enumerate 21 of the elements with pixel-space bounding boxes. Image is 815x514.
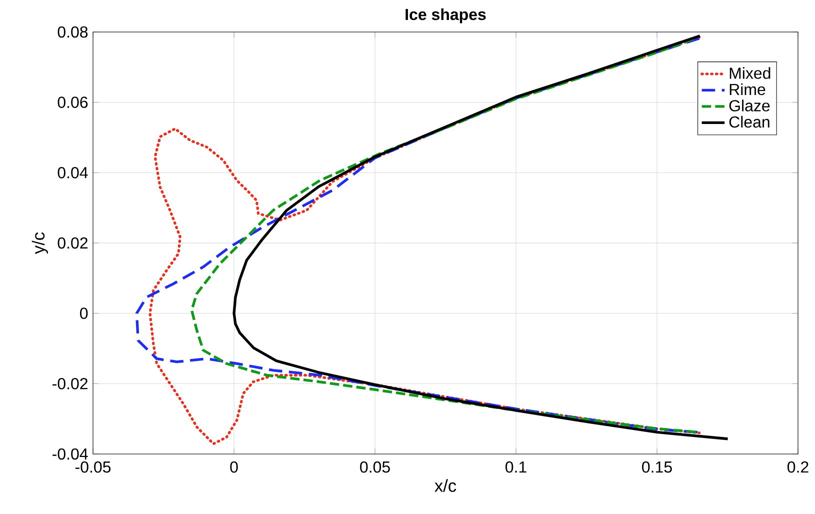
legend-label: Clean: [729, 116, 770, 128]
y-tick-label: 0.04: [58, 167, 88, 178]
x-tick-label: 0.05: [360, 461, 390, 473]
x-tick-label: 0.15: [642, 461, 672, 473]
y-tick-label: 0.08: [58, 26, 88, 38]
legend-label: Rime: [730, 83, 766, 96]
y-tick-label: -0.02: [52, 378, 88, 390]
chart-title: Ice shapes: [406, 8, 486, 24]
y-tick-label: -0.04: [52, 448, 88, 460]
x-tick-label: 0.1: [506, 461, 526, 473]
legend-label: Glaze: [729, 100, 770, 112]
x-tick-label: 0.2: [787, 461, 808, 473]
y-tick-label: 0.06: [58, 96, 88, 108]
legend-label: Mixed: [730, 67, 770, 79]
y-axis-title: y/c: [32, 232, 48, 254]
y-tick-label: 0.02: [58, 237, 88, 249]
x-tick-label: -0.05: [75, 461, 111, 473]
line-series: [232, 34, 730, 440]
x-axis-title: x/c: [434, 479, 456, 492]
x-tick-label: 0: [230, 461, 238, 473]
y-tick-label: 0: [80, 308, 88, 319]
